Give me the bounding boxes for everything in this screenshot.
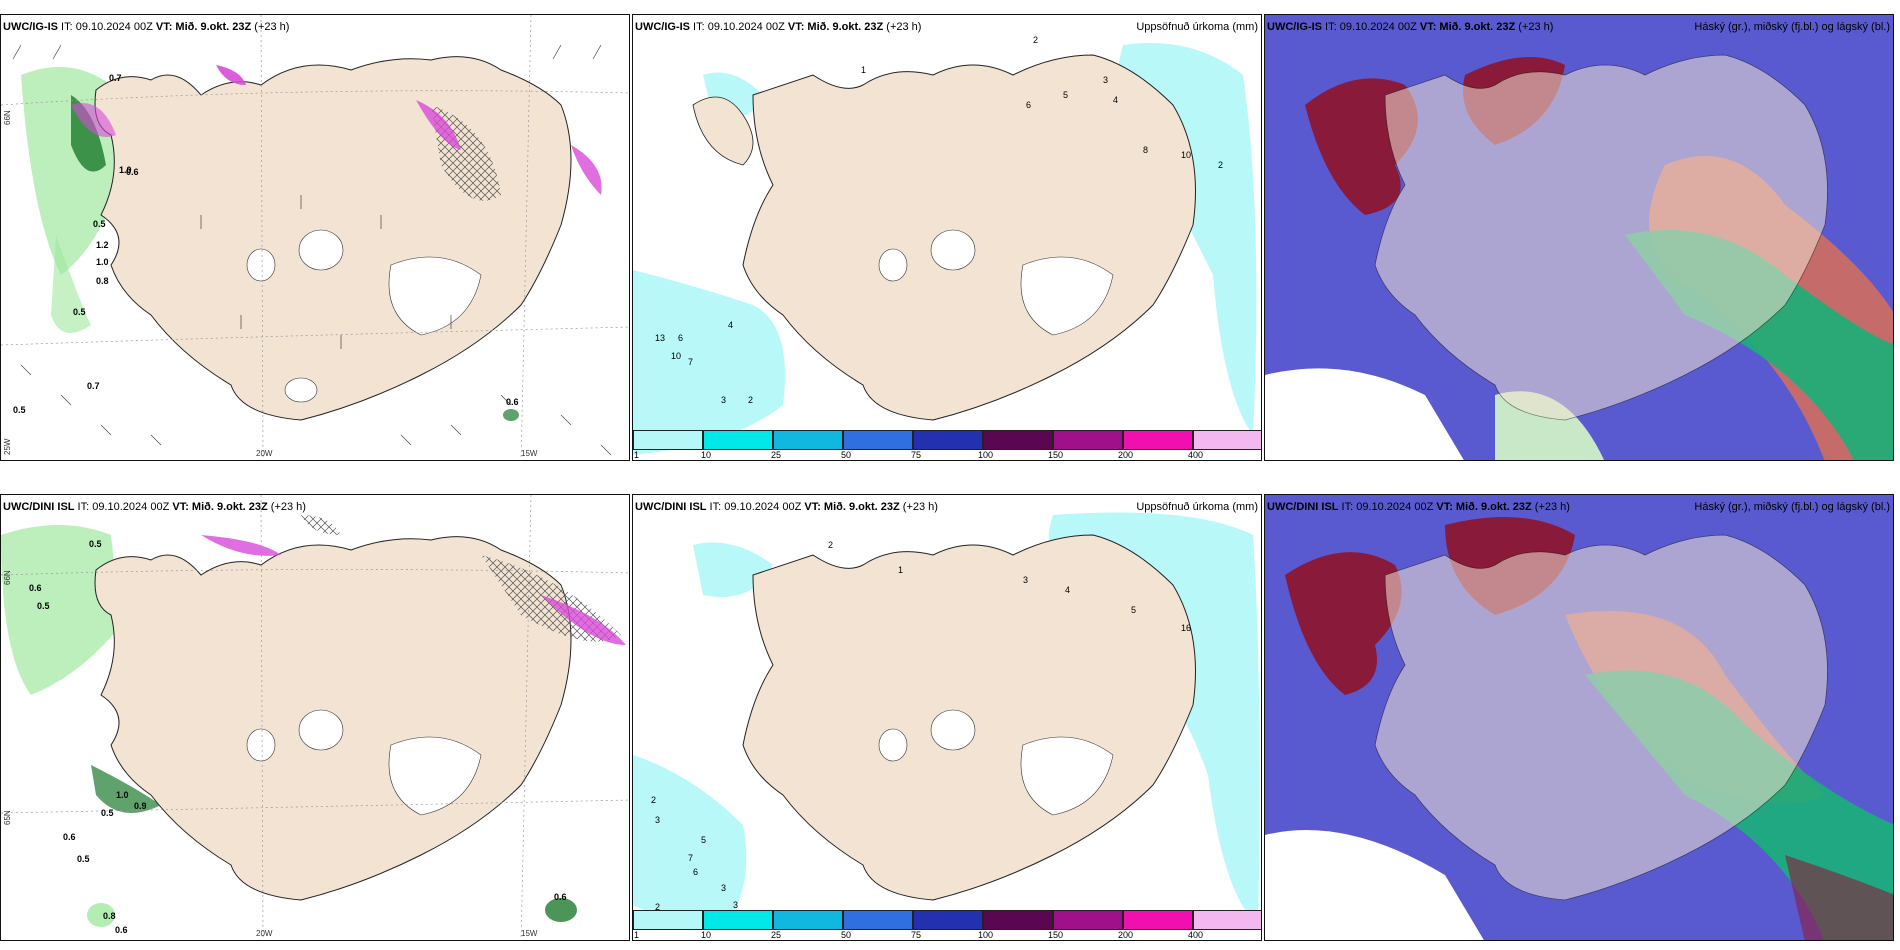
legend-labels: 1 10 25 50 75 100 150 200 400 <box>634 450 1204 460</box>
precip-value: 1 <box>861 65 867 75</box>
precip-value: 3 <box>721 883 727 893</box>
lat-label-25w: 25W <box>3 438 12 455</box>
panel-subtitle: Háský (gr.), miðský (fj.bl.) og lágský (… <box>1694 21 1890 33</box>
wind-value: 0.6 <box>126 167 139 177</box>
wind-map-graphic <box>1 15 629 460</box>
precip-color-legend <box>633 430 1261 450</box>
precip-map-panel-top: UWC/IG-IS IT: 09.10.2024 00Z VT: Mið. 9.… <box>632 14 1262 461</box>
panel-subtitle: Háský (gr.), miðský (fj.bl.) og lágský (… <box>1694 501 1890 513</box>
wind-value: 1.2 <box>96 240 109 250</box>
precip-value: 2 <box>828 540 834 550</box>
wind-value: 0.5 <box>37 601 50 611</box>
precip-value: 4 <box>1113 95 1119 105</box>
lon-label-15w: 15W <box>521 929 538 938</box>
cloud-map-graphic <box>1265 15 1893 460</box>
cloud-map-graphic <box>1265 495 1893 940</box>
lon-label-20w: 20W <box>256 449 273 458</box>
panel-header: UWC/DINI ISL IT: 09.10.2024 00Z VT: Mið.… <box>3 501 306 513</box>
precip-value: 4 <box>1065 585 1071 595</box>
precip-value: 8 <box>1143 145 1149 155</box>
precip-value: 6 <box>1026 100 1032 110</box>
cloud-map-panel-bottom: UWC/DINI ISL IT: 09.10.2024 00Z VT: Mið.… <box>1264 494 1894 941</box>
panel-header: UWC/IG-IS IT: 09.10.2024 00Z VT: Mið. 9.… <box>3 21 290 33</box>
legend-labels: 1 10 25 50 75 100 150 200 400 <box>634 930 1204 940</box>
wind-value: 0.8 <box>96 276 109 286</box>
panel-subtitle: Uppsöfnuð úrkoma (mm) <box>1136 501 1258 513</box>
precip-value: 3 <box>655 815 661 825</box>
wind-value: 1.0 <box>116 790 129 800</box>
precip-value: 4 <box>728 320 734 330</box>
precip-value: 1 <box>898 565 904 575</box>
wind-map-graphic <box>1 495 629 940</box>
wind-value: 1.0 <box>119 165 132 175</box>
lat-label-66n: 66N <box>3 570 12 585</box>
wind-value: 0.5 <box>89 539 102 549</box>
panel-header: UWC/DINI ISL IT: 09.10.2024 00Z VT: Mið.… <box>635 501 938 513</box>
precip-value: 6 <box>678 333 684 343</box>
wind-value: 1.0 <box>96 257 109 267</box>
panel-header: UWC/DINI ISL IT: 09.10.2024 00Z VT: Mið.… <box>1267 501 1570 513</box>
wind-value: 0.8 <box>103 911 116 921</box>
panel-header: UWC/IG-IS IT: 09.10.2024 00Z VT: Mið. 9.… <box>1267 21 1554 33</box>
wind-value: 0.6 <box>506 397 519 407</box>
precip-value: 10 <box>671 351 682 361</box>
precip-map-graphic <box>633 495 1261 940</box>
lat-label-66n: 66N <box>3 110 12 125</box>
wind-map-panel-bottom: UWC/DINI ISL IT: 09.10.2024 00Z VT: Mið.… <box>0 494 630 941</box>
precip-map-panel-bottom: UWC/DINI ISL IT: 09.10.2024 00Z VT: Mið.… <box>632 494 1262 941</box>
wind-value: 0.6 <box>115 925 128 935</box>
precip-value: 3 <box>1103 75 1109 85</box>
wind-map-panel-top: UWC/IG-IS IT: 09.10.2024 00Z VT: Mið. 9.… <box>0 14 630 461</box>
precip-value: 2 <box>1033 35 1039 45</box>
precip-map-graphic <box>633 15 1261 460</box>
wind-value: 0.6 <box>554 892 567 902</box>
precip-value: 2 <box>1218 160 1224 170</box>
precip-color-legend <box>633 910 1261 930</box>
wind-value: 0.6 <box>29 583 42 593</box>
wind-value: 0.7 <box>109 73 122 83</box>
precip-value: 13 <box>655 333 666 343</box>
precip-value: 3 <box>733 900 739 910</box>
precip-value: 5 <box>1131 605 1137 615</box>
precip-value: 10 <box>1181 150 1192 160</box>
wind-value: 0.5 <box>101 808 114 818</box>
lon-label-15w: 15W <box>521 449 538 458</box>
wind-value: 0.5 <box>77 854 90 864</box>
precip-value: 6 <box>693 867 699 877</box>
precip-value: 7 <box>688 853 694 863</box>
precip-value: 3 <box>1023 575 1029 585</box>
cloud-map-panel-top: UWC/IG-IS IT: 09.10.2024 00Z VT: Mið. 9.… <box>1264 14 1894 461</box>
wind-value: 0.5 <box>13 405 26 415</box>
wind-value: 0.5 <box>73 307 86 317</box>
precip-value: 2 <box>655 902 661 912</box>
panel-header: UWC/IG-IS IT: 09.10.2024 00Z VT: Mið. 9.… <box>635 21 922 33</box>
precip-value: 7 <box>688 357 694 367</box>
wind-value: 0.5 <box>93 219 106 229</box>
precip-value: 2 <box>748 395 754 405</box>
wind-value: 0.6 <box>63 832 76 842</box>
precip-value: 16 <box>1181 623 1192 633</box>
precip-value: 5 <box>701 835 707 845</box>
precip-value: 5 <box>1063 90 1069 100</box>
panel-subtitle: Uppsöfnuð úrkoma (mm) <box>1136 21 1258 33</box>
wind-value: 0.9 <box>134 801 147 811</box>
lon-label-20w: 20W <box>256 929 273 938</box>
wind-value: 0.7 <box>87 381 100 391</box>
lat-label-65n: 65N <box>3 810 12 825</box>
precip-value: 2 <box>651 795 657 805</box>
precip-value: 3 <box>721 395 727 405</box>
